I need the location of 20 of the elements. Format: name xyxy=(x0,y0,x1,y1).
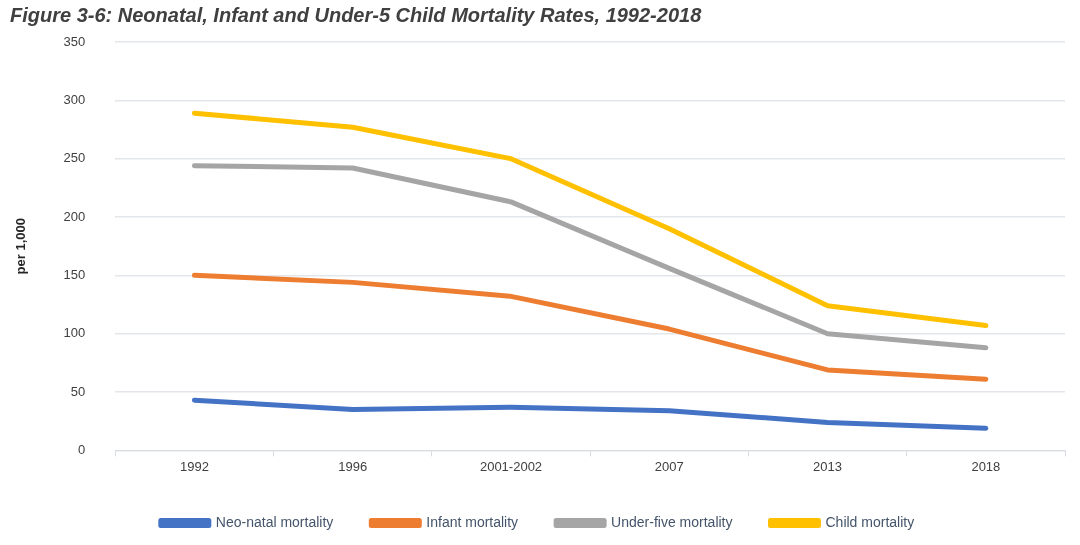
y-tick-label: 250 xyxy=(63,150,86,166)
y-tick-label: 200 xyxy=(63,208,86,224)
y-tick-label: 100 xyxy=(63,325,86,341)
y-tick-label: 0 xyxy=(78,441,86,457)
chart-title: Figure 3-6: Neonatal, Infant and Under-5 Child Mortality Rates, 1992-2018 xyxy=(10,3,703,26)
y-tick-label: 150 xyxy=(63,266,86,282)
y-tick-label: 300 xyxy=(63,91,86,107)
x-tick-label: 1992 xyxy=(179,458,209,474)
x-tick-label: 2007 xyxy=(654,458,684,474)
x-tick-label: 2001-2002 xyxy=(479,458,543,474)
x-tick-label: 2018 xyxy=(971,458,1001,474)
y-tick-label: 350 xyxy=(63,33,86,49)
y-axis-title: per 1,000 xyxy=(13,218,29,275)
legend-label: Infant mortality xyxy=(426,513,519,530)
x-tick-label: 2013 xyxy=(813,458,843,474)
legend-label: Child mortality xyxy=(825,513,915,530)
y-tick-label: 50 xyxy=(70,383,86,399)
x-tick-label: 1996 xyxy=(338,458,368,474)
legend-label: Neo-natal mortality xyxy=(215,513,334,530)
legend-label: Under-five mortality xyxy=(611,513,733,530)
